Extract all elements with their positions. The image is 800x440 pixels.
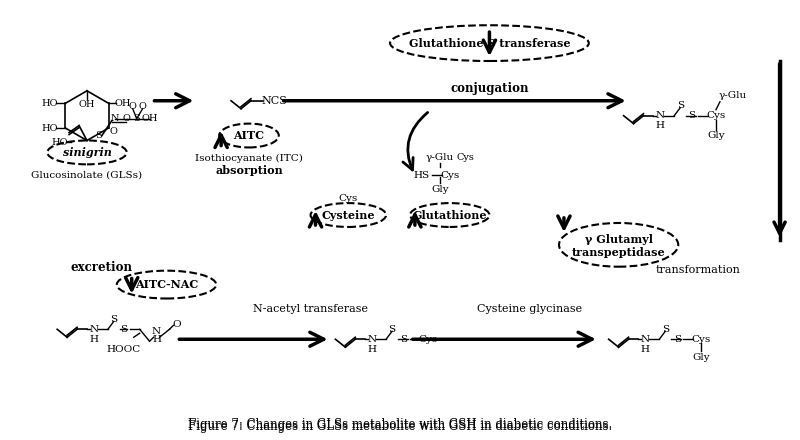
Text: HS: HS	[414, 171, 430, 180]
Text: transpeptidase: transpeptidase	[572, 247, 666, 258]
Text: N: N	[656, 111, 665, 120]
Text: sinigrin: sinigrin	[62, 147, 111, 158]
Text: S: S	[401, 335, 407, 344]
Text: S: S	[677, 101, 684, 110]
Text: O: O	[129, 102, 137, 111]
Text: OH: OH	[142, 114, 158, 123]
Text: conjugation: conjugation	[450, 82, 529, 95]
Text: S: S	[110, 315, 118, 324]
Text: N: N	[90, 325, 98, 334]
Text: absorption: absorption	[215, 165, 283, 176]
Text: Cysteine glycinase: Cysteine glycinase	[477, 304, 582, 315]
Text: N: N	[368, 335, 377, 344]
Text: S: S	[689, 111, 696, 120]
Text: HOOC: HOOC	[106, 345, 141, 354]
Text: O: O	[172, 320, 181, 329]
Text: N-acetyl transferase: N-acetyl transferase	[253, 304, 368, 315]
Text: H: H	[368, 345, 377, 354]
Text: excretion: excretion	[71, 261, 133, 274]
Text: O: O	[110, 127, 118, 136]
Text: OH: OH	[114, 99, 130, 108]
Text: S: S	[95, 131, 102, 140]
Text: N: N	[152, 327, 161, 336]
Text: N: N	[641, 335, 650, 344]
Text: S: S	[134, 114, 140, 123]
Text: H: H	[656, 121, 665, 130]
Text: Figure 7: Changes in GLSs metabolite with GSH in diabetic conditions.: Figure 7: Changes in GLSs metabolite wit…	[188, 420, 612, 433]
Text: AITC-NAC: AITC-NAC	[135, 279, 198, 290]
Text: Cysteine: Cysteine	[322, 209, 375, 220]
Text: S: S	[674, 335, 681, 344]
Text: Cys: Cys	[706, 111, 726, 120]
Text: Cys: Cys	[440, 171, 459, 180]
Text: γ-Glu: γ-Glu	[719, 91, 747, 100]
Text: N: N	[110, 114, 119, 123]
Text: Cys: Cys	[691, 335, 710, 344]
Text: Gly: Gly	[431, 185, 449, 194]
Text: H: H	[641, 345, 650, 354]
Text: Cys: Cys	[418, 335, 438, 344]
Text: OH: OH	[78, 100, 95, 109]
Text: Isothiocyanate (ITC): Isothiocyanate (ITC)	[195, 154, 303, 163]
Text: Glutathione: Glutathione	[413, 209, 487, 220]
Text: Figure 7: Changes in GLSs metabolite with GSH in diabetic conditions.: Figure 7: Changes in GLSs metabolite wit…	[188, 418, 612, 431]
Text: O: O	[122, 114, 130, 123]
Text: H: H	[152, 335, 161, 344]
Text: Glucosinolate (GLSs): Glucosinolate (GLSs)	[31, 171, 142, 180]
Text: Gly: Gly	[707, 131, 725, 140]
Text: γ Glutamyl: γ Glutamyl	[585, 235, 653, 246]
Text: S: S	[389, 325, 396, 334]
Text: S: S	[120, 325, 127, 334]
Text: HO: HO	[51, 138, 67, 147]
Text: transformation: transformation	[656, 265, 741, 275]
Text: HO: HO	[42, 124, 58, 132]
Text: Gly: Gly	[692, 352, 710, 362]
Text: S: S	[662, 325, 669, 334]
Text: NCS: NCS	[262, 96, 288, 106]
Text: γ-Glu: γ-Glu	[426, 153, 454, 162]
Text: Glutathione S transferase: Glutathione S transferase	[409, 38, 570, 49]
Text: H: H	[90, 335, 98, 344]
Text: O: O	[138, 102, 146, 111]
Text: Cys: Cys	[338, 194, 358, 203]
Text: HO: HO	[42, 99, 58, 108]
Text: Cys: Cys	[457, 153, 474, 162]
Text: AITC: AITC	[234, 130, 265, 141]
